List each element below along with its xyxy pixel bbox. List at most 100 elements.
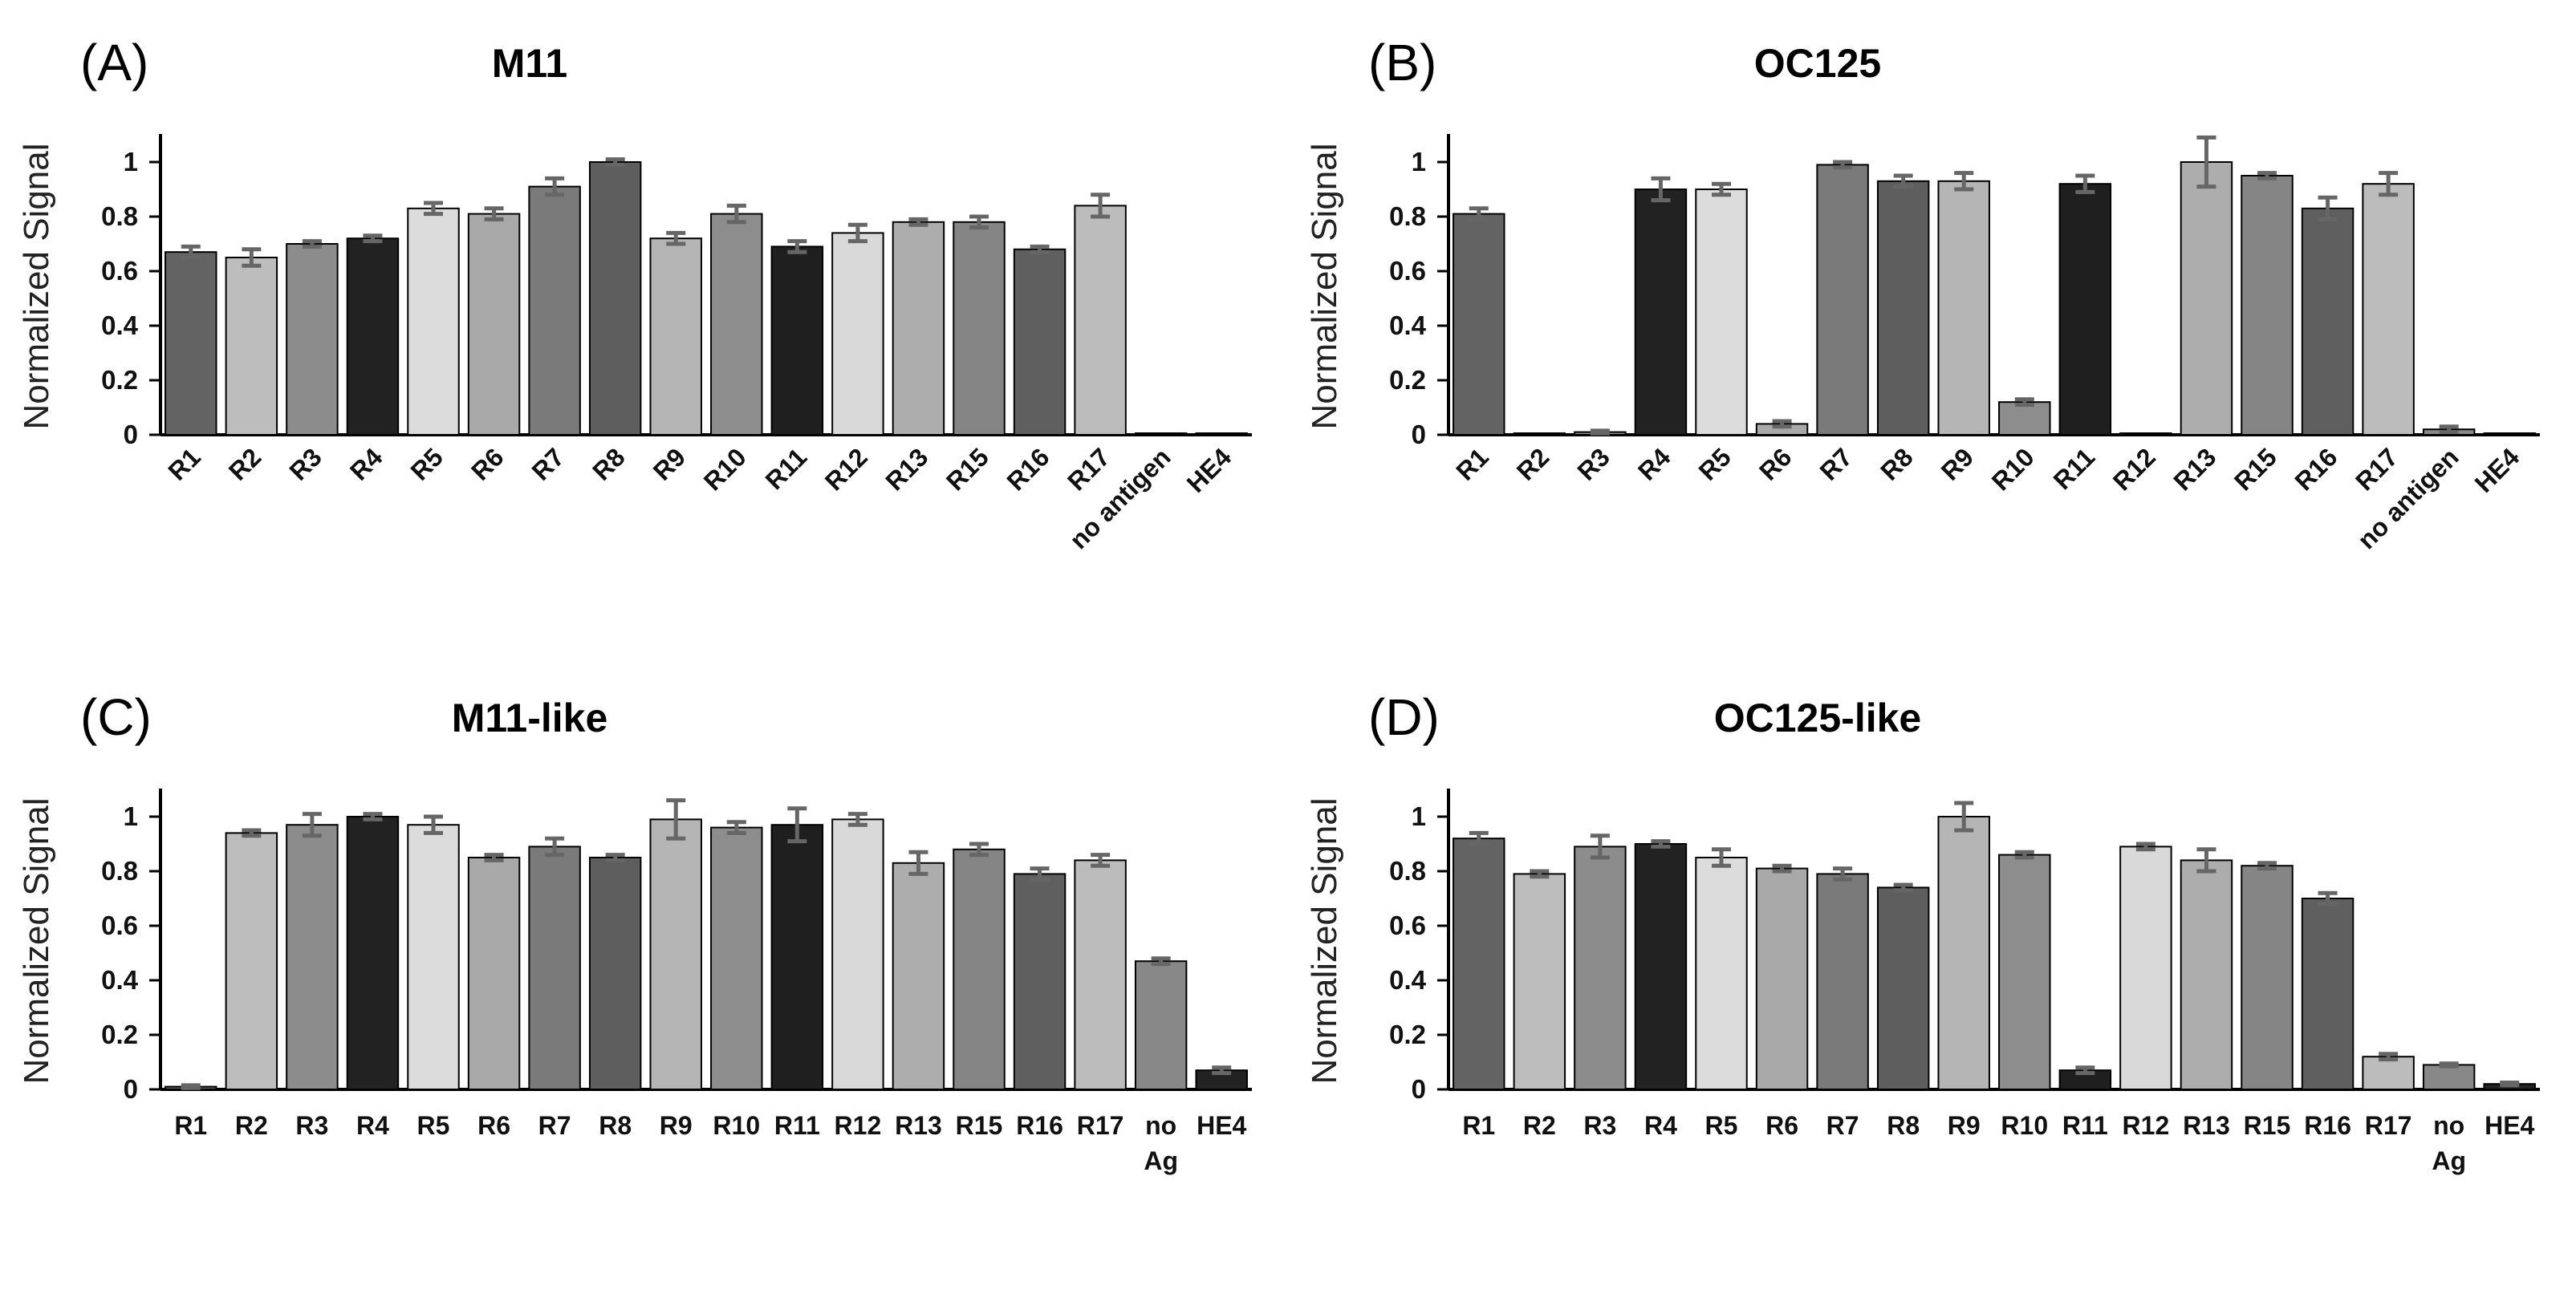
bar — [892, 221, 945, 436]
error-bar — [2500, 1081, 2520, 1088]
bar — [2241, 865, 2294, 1090]
error-bar — [2014, 397, 2034, 408]
x-tick-label: R6 — [477, 1111, 510, 1140]
bar — [588, 161, 642, 436]
bar — [1876, 180, 1930, 436]
x-tick-label: R12 — [2107, 442, 2161, 496]
x-tick-label: R5 — [405, 442, 449, 485]
error-bar — [2075, 173, 2095, 194]
error-bar — [2014, 850, 2034, 860]
y-tick-label: 0 — [1412, 420, 1426, 449]
error-bar — [1030, 866, 1050, 882]
x-tick-label: R17 — [2365, 1111, 2412, 1140]
error-bar — [2135, 842, 2155, 852]
panel-label: (B) — [1368, 34, 1436, 91]
x-tick-label: HE4 — [1197, 1111, 1246, 1140]
x-tick-label: R16 — [2290, 442, 2343, 496]
error-bar — [908, 217, 928, 227]
bar — [710, 826, 763, 1090]
bar — [467, 213, 521, 436]
x-tick-label: R1 — [1462, 1111, 1495, 1140]
x-tick-label: R8 — [587, 442, 630, 485]
bar — [1513, 873, 1566, 1090]
error-bar — [1469, 206, 1489, 221]
error-bar — [908, 850, 928, 876]
x-tick-label: R2 — [1511, 442, 1554, 485]
error-bar — [1833, 160, 1853, 170]
bar — [953, 221, 1006, 436]
error-bar — [2257, 171, 2277, 180]
x-tick-label: R11 — [760, 442, 813, 495]
error-bar — [847, 812, 867, 827]
error-bar — [484, 853, 504, 862]
bar — [770, 824, 824, 1090]
bar — [892, 862, 945, 1090]
x-tick-label: no Ag — [1144, 1111, 1178, 1175]
error-bar — [1772, 863, 1792, 874]
x-tick-label: R12 — [835, 1111, 882, 1140]
x-tick-label: HE4 — [2469, 442, 2525, 498]
bar — [2241, 175, 2294, 436]
error-bar — [2379, 1052, 2399, 1062]
y-tick-label: 1 — [1412, 801, 1426, 831]
bar — [1013, 248, 1067, 436]
error-bar — [424, 201, 443, 217]
bar — [588, 857, 642, 1090]
bar — [225, 257, 278, 436]
bar — [528, 846, 581, 1090]
error-bar — [181, 244, 201, 260]
bar — [1695, 189, 1748, 436]
error-bar — [1590, 428, 1610, 436]
x-tick-label: R16 — [1002, 442, 1055, 496]
x-tick-label: R16 — [1016, 1111, 1063, 1140]
error-bar — [424, 814, 443, 835]
x-tick-label: R17 — [1062, 442, 1115, 496]
x-tick-label: R10 — [698, 442, 752, 496]
x-tick-label: R1 — [162, 442, 205, 485]
x-tick-label: R9 — [648, 442, 691, 485]
y-tick-label: 0.4 — [1389, 310, 1427, 340]
bar — [407, 207, 460, 436]
x-tick-label: R8 — [1887, 1111, 1920, 1140]
error-bar — [2075, 1065, 2095, 1076]
bar — [407, 824, 460, 1090]
x-tick-label: R7 — [1814, 442, 1858, 485]
bar — [649, 237, 702, 436]
x-tick-label: R11 — [2062, 1111, 2108, 1140]
error-bar — [2196, 847, 2216, 874]
bar — [1453, 838, 1505, 1090]
error-bar — [2318, 195, 2338, 221]
x-tick-label: R1 — [174, 1111, 207, 1140]
x-tick-label: R2 — [235, 1111, 268, 1140]
error-bar — [2318, 890, 2338, 906]
bar — [710, 213, 763, 436]
bar — [770, 245, 824, 436]
error-bar — [2379, 171, 2399, 197]
error-bar — [726, 820, 746, 835]
x-tick-label: R6 — [465, 442, 509, 485]
bar — [1876, 886, 1930, 1090]
error-bar — [242, 828, 262, 838]
bar — [346, 816, 400, 1090]
y-tick-label: 0.4 — [101, 310, 139, 340]
error-bar — [2196, 135, 2216, 189]
x-tick-label: R9 — [1948, 1111, 1981, 1140]
bar — [2362, 183, 2415, 436]
x-tick-label: HE4 — [2485, 1111, 2534, 1140]
x-tick-label: HE4 — [1181, 442, 1237, 498]
x-tick-label: R2 — [223, 442, 266, 485]
bar — [2301, 898, 2355, 1090]
error-bar — [969, 842, 989, 858]
x-tick-label: R3 — [283, 442, 327, 485]
bar — [649, 818, 702, 1090]
x-tick-label: R3 — [1571, 442, 1615, 485]
bar — [1816, 873, 1869, 1090]
x-tick-label: R4 — [344, 442, 388, 486]
error-bar — [847, 222, 867, 244]
x-tick-label: R10 — [1986, 442, 2040, 496]
x-tick-label: R13 — [880, 442, 933, 496]
error-bar — [1833, 866, 1853, 882]
panel-c: (C) M11-like Normalized Signal 0 0.2 0.4 0.6 0.… — [0, 655, 1284, 1306]
bar — [1574, 846, 1627, 1090]
bar — [2119, 432, 2172, 436]
